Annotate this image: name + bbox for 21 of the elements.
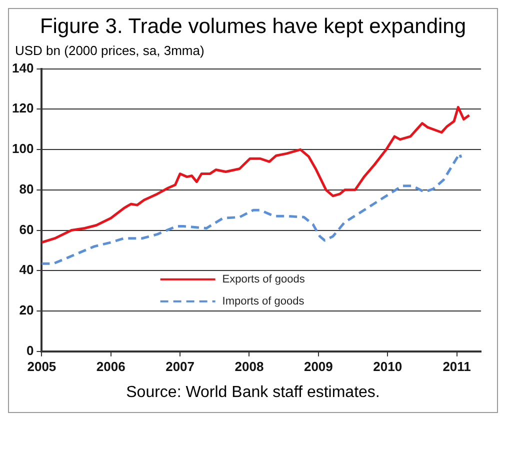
y-tick-label: 120 bbox=[12, 100, 34, 116]
chart-title: Figure 3. Trade volumes have kept expanding bbox=[38, 15, 468, 39]
y-tick-label: 20 bbox=[19, 302, 34, 318]
y-tick-label: 80 bbox=[19, 181, 34, 196]
y-tick-label: 0 bbox=[26, 342, 34, 358]
y-tick-label: 100 bbox=[12, 141, 34, 156]
x-tick-label: 2008 bbox=[234, 358, 264, 374]
x-tick-label: 2011 bbox=[442, 358, 471, 374]
y-tick-label: 40 bbox=[19, 262, 34, 278]
legend-label: Imports of goods bbox=[222, 295, 305, 308]
source-note: Source: World Bank staff estimates. bbox=[125, 384, 381, 402]
legend-label: Exports of goods bbox=[222, 273, 306, 286]
line-series bbox=[42, 152, 462, 265]
y-tick-label: 140 bbox=[12, 60, 34, 76]
x-tick-label: 2006 bbox=[96, 358, 126, 374]
y-axis-title: USD bn (2000 prices, sa, 3mma) bbox=[15, 43, 206, 58]
x-tick-label: 2005 bbox=[27, 358, 56, 374]
x-tick-label: 2007 bbox=[166, 358, 195, 374]
x-tick-label: 2009 bbox=[304, 358, 333, 374]
y-tick-label: 60 bbox=[19, 222, 34, 237]
x-tick-label: 2010 bbox=[373, 358, 402, 374]
